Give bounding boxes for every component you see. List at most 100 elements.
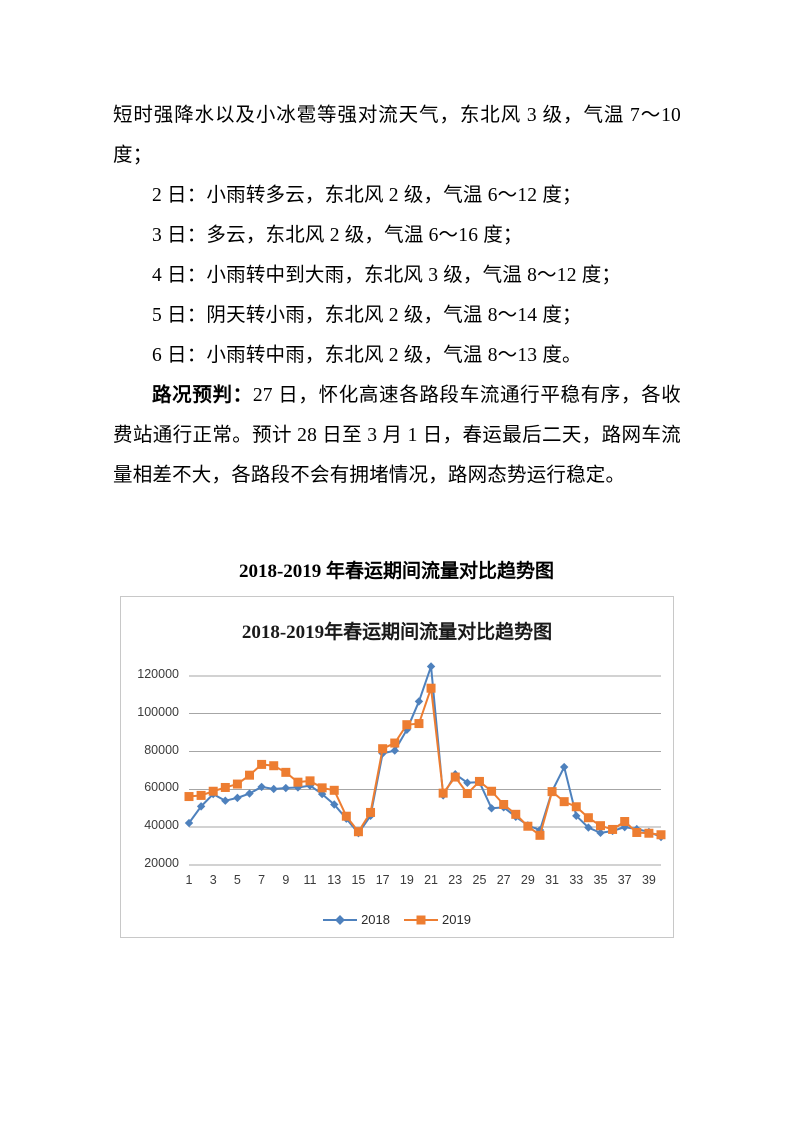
data-point-marker xyxy=(269,784,278,794)
data-point-marker xyxy=(221,796,230,805)
data-point-marker xyxy=(390,738,400,748)
x-axis-tick-label: 1 xyxy=(185,873,193,887)
flow-trend-chart: 2018-2019年春运期间流量对比趋势图 20000 40000 60000 800… xyxy=(120,596,674,938)
data-point-marker xyxy=(330,800,339,809)
data-point-marker xyxy=(281,783,291,793)
data-point-marker xyxy=(390,746,399,755)
x-axis-tick-label: 9 xyxy=(282,873,290,887)
data-point-marker xyxy=(559,797,569,807)
data-point-marker xyxy=(220,782,230,792)
paragraph-day-6: 6 日：小雨转中雨，东北风 2 级，气温 8～13 度。 xyxy=(152,345,582,366)
x-axis-tick-label: 35 xyxy=(593,873,608,887)
paragraph-day-3: 3 日：多云，东北风 2 级，气温 6～16 度； xyxy=(152,225,523,246)
x-axis-tick-label: 3 xyxy=(209,873,217,887)
data-point-marker xyxy=(620,817,630,827)
square-marker-icon xyxy=(416,915,426,924)
data-point-marker xyxy=(426,683,436,693)
data-point-marker xyxy=(414,719,424,729)
data-point-marker xyxy=(293,777,303,787)
y-axis-tick-label: 120000 xyxy=(137,666,179,681)
data-point-marker xyxy=(329,785,339,795)
data-point-marker xyxy=(317,783,327,793)
data-point-marker xyxy=(426,662,436,671)
legend-item-2019[interactable]: 2019 xyxy=(404,912,471,927)
paragraph-day-2: 2 日：小雨转多云，东北风 2 级，气温 6～12 度； xyxy=(152,185,582,206)
series-line-2018 xyxy=(188,665,662,838)
data-point-marker xyxy=(196,802,206,811)
data-point-marker xyxy=(208,786,218,796)
paragraph-road-forecast: 路况预判：27 日，怀化高速各路段车流通行平稳有序，各收费站通行正常。预计 28… xyxy=(113,376,681,496)
data-point-marker xyxy=(196,790,206,800)
series-line-2019 xyxy=(188,687,662,837)
x-axis-tick-label: 33 xyxy=(569,873,584,887)
data-point-marker xyxy=(656,830,666,840)
chart-legend: 2018 2019 xyxy=(121,912,673,927)
x-axis-tick-label: 21 xyxy=(424,873,438,887)
paragraph-day-4: 4 日：小雨转中到大雨，东北风 3 级，气温 8～12 度； xyxy=(152,265,622,286)
data-point-marker xyxy=(559,762,569,772)
data-point-marker xyxy=(583,813,593,823)
data-point-marker xyxy=(450,772,460,782)
y-axis-tick-label: 60000 xyxy=(144,780,179,795)
x-axis-tick-label: 19 xyxy=(399,873,414,887)
data-point-marker xyxy=(232,779,242,789)
data-point-marker xyxy=(572,811,581,821)
data-point-marker xyxy=(511,809,521,819)
data-point-marker xyxy=(245,789,254,798)
x-axis-tick-label: 13 xyxy=(327,873,342,887)
x-axis-tick-label: 29 xyxy=(520,873,535,887)
data-point-marker xyxy=(499,799,509,809)
data-point-marker xyxy=(257,759,267,769)
data-point-marker xyxy=(535,830,545,840)
data-point-marker xyxy=(571,802,581,812)
legend-swatch-icon xyxy=(323,914,358,925)
x-axis-tick-label: 25 xyxy=(472,873,487,887)
x-axis-tick-label: 39 xyxy=(641,873,656,887)
data-point-marker xyxy=(487,804,496,813)
x-axis-tick-label: 17 xyxy=(375,873,390,887)
x-axis-tick-label: 5 xyxy=(233,873,241,887)
document-body: 短时强降水以及小冰雹等强对流天气，东北风 3 级，气温 7～10 度； 2 日：… xyxy=(113,96,681,496)
data-point-marker xyxy=(378,744,388,754)
x-axis-tick-label: 7 xyxy=(258,873,266,887)
data-point-marker xyxy=(595,821,605,831)
data-point-marker xyxy=(438,788,448,798)
data-point-marker xyxy=(184,792,194,802)
chart-title: 2018-2019年春运期间流量对比趋势图 xyxy=(241,622,553,643)
data-point-marker xyxy=(245,770,255,780)
data-point-marker xyxy=(608,824,618,834)
data-point-marker xyxy=(281,767,291,777)
legend-label: 2019 xyxy=(442,912,471,927)
x-axis-tick-label: 37 xyxy=(617,873,632,887)
data-point-marker xyxy=(632,827,642,837)
legend-item-2018[interactable]: 2018 xyxy=(323,912,390,927)
paragraph-weather-intro: 短时强降水以及小冰雹等强对流天气，东北风 3 级，气温 7～10 度； xyxy=(113,105,681,166)
x-axis-tick-label: 15 xyxy=(351,873,366,887)
legend-label: 2018 xyxy=(361,912,390,927)
y-axis-tick-label: 20000 xyxy=(144,856,179,870)
data-point-marker xyxy=(341,811,351,821)
legend-swatch-icon xyxy=(404,915,438,924)
y-axis-tick-label: 40000 xyxy=(144,818,179,833)
data-point-marker xyxy=(353,827,363,837)
chart-plot-area: 20000 40000 60000 80000 100000 120000 1 3 5 7 9 11… xyxy=(121,597,675,939)
diamond-marker-icon xyxy=(335,914,346,925)
y-axis-tick-label: 80000 xyxy=(144,742,179,757)
data-point-marker xyxy=(402,720,412,730)
data-point-marker xyxy=(233,793,242,803)
paragraph-day-5: 5 日：阴天转小雨，东北风 2 级，气温 8～14 度； xyxy=(152,305,582,326)
x-axis-tick-label: 23 xyxy=(448,873,463,887)
road-forecast-lead: 路况预判： xyxy=(152,385,253,406)
chart-svg xyxy=(184,662,666,866)
x-axis-tick-label: 27 xyxy=(496,873,511,887)
data-point-marker xyxy=(547,787,557,797)
x-axis-tick-label: 31 xyxy=(545,873,560,887)
data-point-marker xyxy=(474,776,484,786)
data-point-marker xyxy=(366,807,376,817)
data-point-marker xyxy=(523,821,533,831)
y-axis-tick-label: 100000 xyxy=(137,704,179,719)
data-point-marker xyxy=(414,697,424,706)
x-axis-tick-label: 11 xyxy=(303,873,317,887)
data-point-marker xyxy=(644,828,654,838)
